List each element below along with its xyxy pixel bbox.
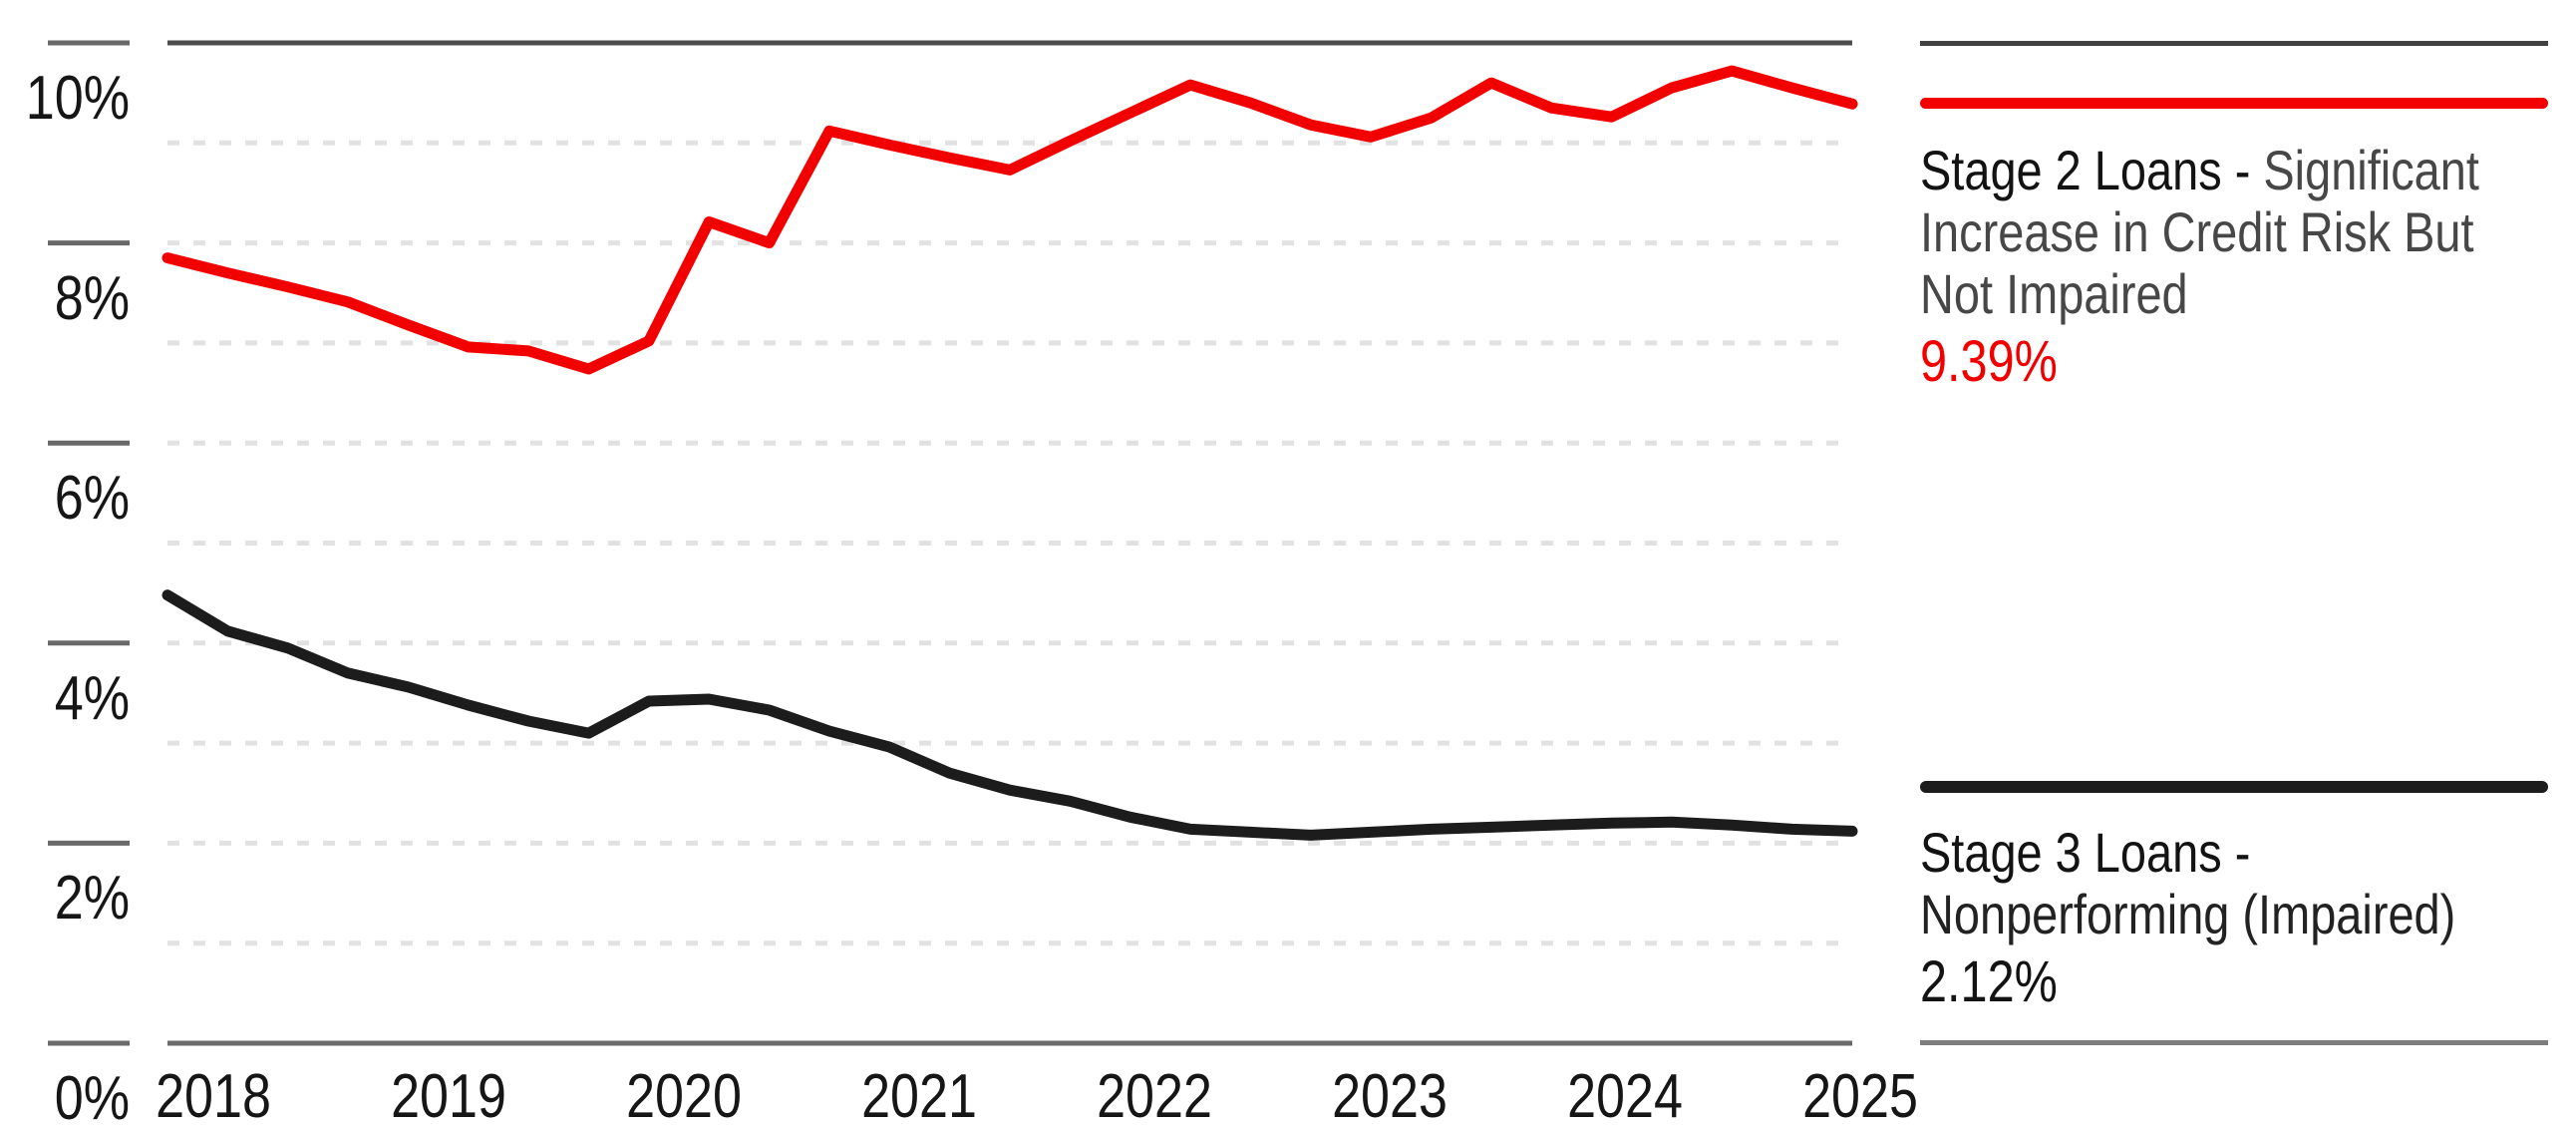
series-line-stage-2-loans-	[161, 65, 1858, 375]
y-axis-label-2pct: 2%	[54, 864, 130, 934]
y-axis-label-4pct: 4%	[54, 663, 130, 733]
y-axis-label-10pct: 10%	[25, 64, 130, 133]
legend-bottom-separator	[1920, 1040, 2548, 1045]
series-line-stage-3-loans-	[161, 589, 1858, 841]
legend-top-separator	[1920, 41, 2548, 46]
x-axis-label-2024: 2024	[1567, 1062, 1683, 1127]
x-axis-label-2025: 2025	[1802, 1062, 1918, 1127]
x-axis-label-2022: 2022	[1097, 1062, 1212, 1127]
legend-line-stage2	[1920, 98, 2548, 109]
legend-entry-stage2: Stage 2 Loans - Significant Increase in …	[1920, 140, 2548, 393]
x-axis-label-2019: 2019	[391, 1062, 506, 1127]
y-axis-label-8pct: 8%	[54, 263, 130, 333]
legend-stage3-name: Stage 3 Loans -	[1920, 821, 2264, 884]
legend-stage2-value: 9.39%	[1920, 329, 2058, 394]
x-axis-label-2018: 2018	[156, 1062, 271, 1127]
y-axis-label-6pct: 6%	[54, 464, 130, 534]
legend-line-stage3	[1920, 781, 2548, 793]
x-axis-label-2020: 2020	[626, 1062, 742, 1127]
legend-entry-stage3: Stage 3 Loans - Nonperforming (Impaired)…	[1920, 822, 2548, 1013]
legend-stage3-metric: Nonperforming (Impaired)	[1920, 883, 2456, 945]
x-axis-label-2021: 2021	[861, 1062, 977, 1127]
legend-stage2-metric: Significant Increase in Credit Risk But …	[1920, 139, 2479, 325]
legend-stage2-name: Stage 2 Loans -	[1920, 139, 2264, 201]
y-axis-label-0pct: 0%	[54, 1064, 130, 1127]
x-axis-label-2023: 2023	[1332, 1062, 1448, 1127]
legend-stage3-value: 2.12%	[1920, 949, 2058, 1014]
